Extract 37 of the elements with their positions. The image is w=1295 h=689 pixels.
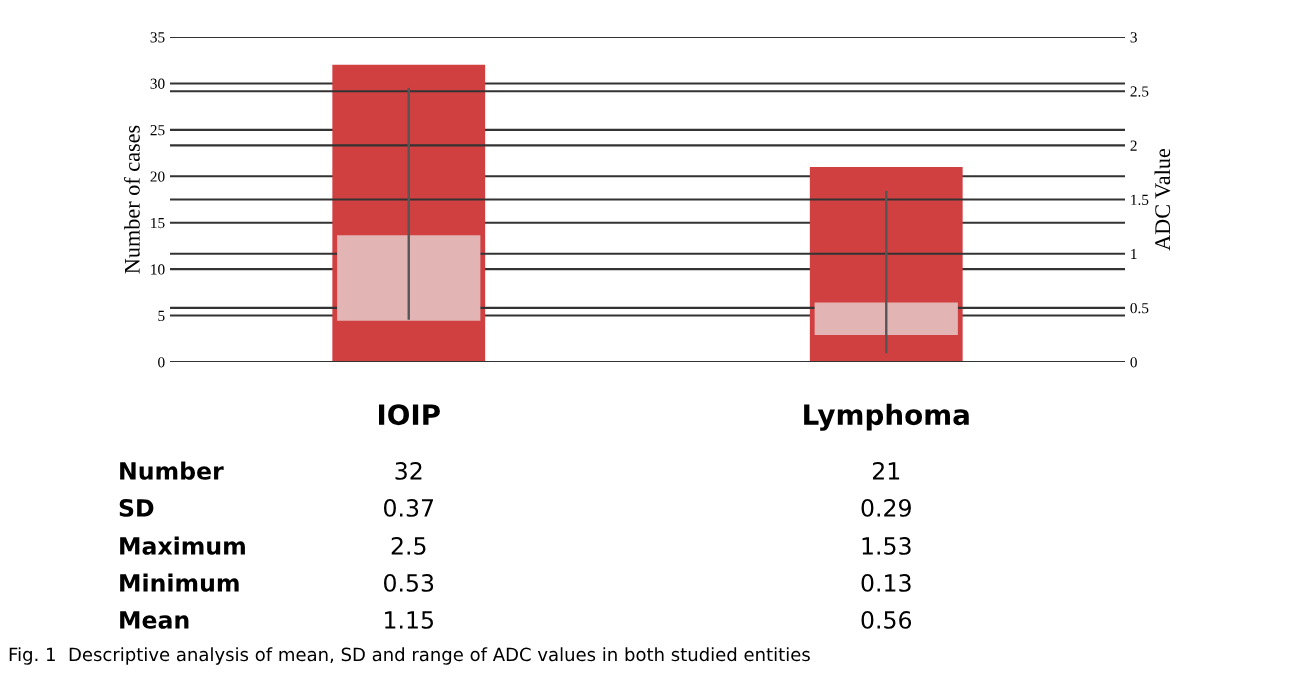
y-axis-title: Number of cases	[123, 125, 140, 274]
y2-tick-label: 2	[1130, 140, 1137, 151]
text: 1.53	[862, 536, 911, 555]
y2-tick-label: 0	[1130, 357, 1137, 368]
text: Mean	[120, 611, 189, 629]
text: SD	[119, 498, 154, 517]
y-tick-label: 0	[158, 357, 165, 368]
bar	[814, 302, 958, 335]
y2-tick-label: 2.5	[1130, 86, 1149, 97]
x-tick-label: IOIP	[378, 404, 440, 426]
text: 1.15	[385, 611, 433, 629]
text: 0.13	[861, 573, 911, 592]
text: 0.37	[384, 498, 434, 517]
y2-tick-label: 0.5	[1130, 302, 1149, 314]
text: 21	[872, 461, 900, 480]
text: 32	[395, 461, 422, 480]
y-tick-label: 15	[151, 217, 165, 229]
y2-axis-title: ADC Value	[1154, 148, 1171, 251]
y2-tick-label: 1.5	[1131, 194, 1149, 206]
y2-tick-label: 1	[1131, 248, 1137, 259]
text: Maximum	[120, 536, 245, 555]
y-tick-label: 10	[151, 264, 165, 275]
text: Number	[120, 461, 224, 480]
y-tick-label: 35	[150, 32, 165, 43]
y-tick-label: 5	[158, 310, 165, 322]
caption: Fig. 1 Descriptive analysis of mean, SD and range of ADC values in both studied entities	[9, 647, 810, 665]
text: 0.29	[861, 498, 911, 517]
y-tick-label: 20	[150, 171, 165, 182]
bar	[337, 235, 481, 321]
y2-tick-label: 3	[1130, 32, 1137, 43]
y-tick-label: 30	[150, 78, 165, 89]
text: 0.56	[861, 610, 912, 629]
text: 0.53	[384, 573, 434, 592]
y-tick-label: 25	[150, 125, 165, 136]
x-tick-label: Lymphoma	[804, 403, 969, 431]
text: 2.5	[391, 536, 426, 555]
text: Minimum	[120, 573, 239, 592]
